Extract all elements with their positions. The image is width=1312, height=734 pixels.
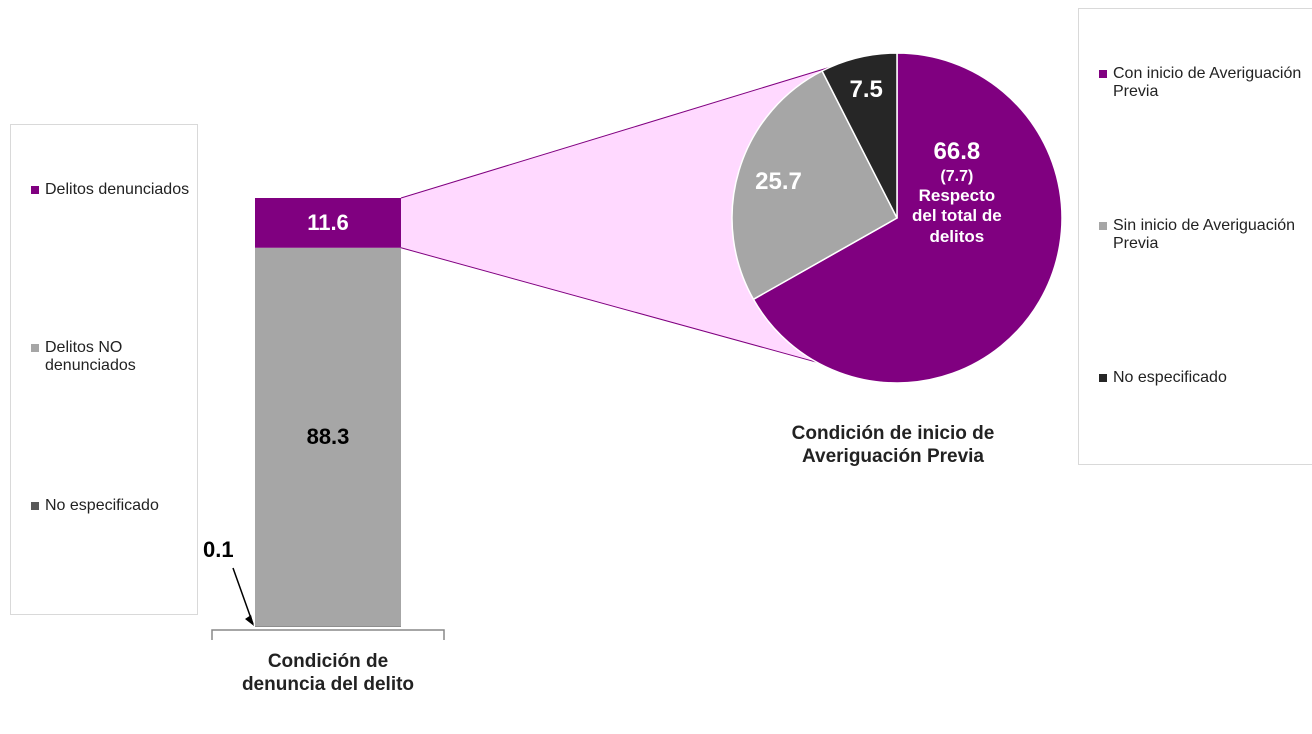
annotation: Respecto del total de delitos — [911, 185, 1002, 246]
legend-item: Delitos denunciados — [31, 181, 195, 199]
legend-item: No especificado — [1099, 369, 1312, 387]
data-label-group: 66.8 (7.7) Respecto del total de delitos — [902, 138, 1012, 247]
data-label: 25.7 — [755, 168, 802, 196]
x-tick-label: Condición de denuncia del delito — [241, 651, 415, 695]
legend-item: No especificado — [31, 497, 195, 515]
legend-label: Delitos denunciados — [45, 181, 190, 198]
legend-item: Sin inicio de Averiguación Previa — [1099, 217, 1312, 253]
pie-slice — [731, 69, 898, 301]
data-label: 66.8 — [933, 137, 981, 165]
label-arrow-head — [245, 615, 254, 626]
chart-title: Condición de inicio de Averiguación Prev… — [791, 423, 995, 467]
legend-label: Delitos NO denunciados — [45, 339, 136, 374]
zoom-area — [401, 67, 830, 363]
annotation: (7.7) — [940, 167, 974, 185]
zoom-line — [400, 66, 831, 199]
legend-swatch — [31, 344, 39, 352]
legend-label: Sin inicio de Averiguación Previa — [1113, 217, 1296, 252]
data-label: 7.5 — [849, 75, 883, 103]
data-label: 88.3 — [306, 424, 350, 450]
data-label: 11.6 — [307, 209, 349, 235]
legend-swatch — [1099, 374, 1107, 382]
legend-label: Con inicio de Averiguación Previa — [1113, 65, 1302, 100]
legend-item: Con inicio de Averiguación Previa — [1099, 65, 1312, 101]
bar-segment — [255, 247, 401, 627]
legend-item: Delitos NO denunciados — [31, 339, 195, 375]
legend-swatch — [31, 186, 39, 194]
legend-swatch — [1099, 70, 1107, 78]
pie-slice — [752, 52, 1063, 384]
legend: Con inicio de Averiguación Previa Sin ini… — [1078, 8, 1312, 465]
legend-label: No especificado — [1113, 369, 1227, 386]
data-label: 0.1 — [203, 537, 234, 562]
bar-segment — [255, 198, 401, 248]
zoom-line — [400, 247, 818, 363]
legend-label: No especificado — [45, 497, 159, 514]
legend: Delitos denunciados Delitos NO denunciado… — [10, 124, 198, 615]
legend-swatch — [31, 502, 39, 510]
pie-slice — [821, 52, 898, 219]
label-arrow — [232, 567, 254, 625]
legend-swatch — [1099, 222, 1107, 230]
x-axis — [211, 629, 445, 640]
